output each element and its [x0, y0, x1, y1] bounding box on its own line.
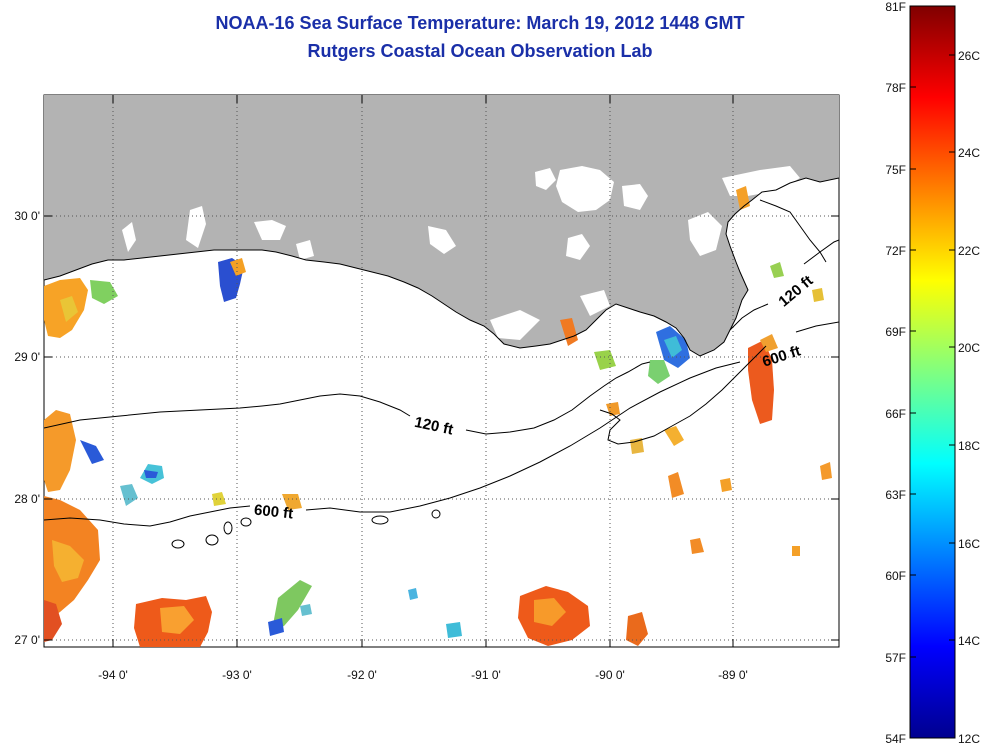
breton-sound	[688, 212, 722, 256]
cb-f-69: 69F	[885, 325, 906, 339]
bay-barataria	[580, 290, 610, 316]
lon-label-94w: -94 0'	[98, 668, 128, 682]
lon-label-91w: -91 0'	[471, 668, 501, 682]
cb-c-12: 12C	[958, 732, 980, 746]
contour-120ft-line	[44, 345, 767, 445]
contour-label-600ft: 600 ft	[253, 502, 294, 523]
lake-grand	[296, 240, 314, 260]
lon-label-90w: -90 0'	[595, 668, 625, 682]
coastline	[44, 177, 839, 357]
lon-label-89w: -89 0'	[718, 668, 748, 682]
cb-f-75: 75F	[885, 163, 906, 177]
lat-label-28n: 28 0'	[14, 492, 40, 506]
land-mass	[44, 95, 839, 356]
lat-label-29n: 29 0'	[14, 350, 40, 364]
cb-c-20: 20C	[958, 341, 980, 355]
cb-f-78: 78F	[885, 81, 906, 95]
cb-c-26: 26C	[958, 49, 980, 63]
cb-c-22: 22C	[958, 244, 980, 258]
cb-f-54: 54F	[885, 732, 906, 746]
title-line-1: NOAA-16 Sea Surface Temperature: March 1…	[215, 13, 745, 33]
contour-600ft-islands	[171, 509, 441, 549]
lake-pontchartrain	[556, 166, 614, 212]
lat-label-30n: 30 0'	[14, 209, 40, 223]
contour-600ft-line	[44, 321, 839, 527]
frame-ticks	[44, 95, 839, 647]
cb-c-14: 14C	[958, 634, 980, 648]
lake-atchafalaya	[428, 226, 456, 254]
cb-f-81: 81F	[885, 0, 906, 14]
cb-c-16: 16C	[958, 537, 980, 551]
cb-f-72: 72F	[885, 244, 906, 258]
lake-sabine	[122, 222, 136, 252]
sst-data-patches	[44, 186, 832, 647]
lake-white	[254, 220, 286, 240]
lat-lon-gridlines	[44, 95, 839, 647]
cb-f-66: 66F	[885, 407, 906, 421]
lake-salvador	[566, 234, 590, 260]
cb-f-60: 60F	[885, 569, 906, 583]
cb-c-18: 18C	[958, 439, 980, 453]
lon-label-93w: -93 0'	[222, 668, 252, 682]
colorbar	[909, 5, 956, 739]
cb-f-57: 57F	[885, 651, 906, 665]
lat-label-27n: 27 0'	[14, 633, 40, 647]
lon-label-92w: -92 0'	[347, 668, 377, 682]
colorbar-ticks	[910, 5, 955, 739]
lake-maurepas	[535, 168, 556, 190]
cb-f-63: 63F	[885, 488, 906, 502]
cb-c-24: 24C	[958, 146, 980, 160]
bay-terrebonne	[490, 310, 540, 340]
contour-120ft-east-line	[729, 239, 839, 331]
title-line-2: Rutgers Coastal Ocean Observation Lab	[307, 41, 653, 61]
lake-borgne	[622, 184, 648, 210]
